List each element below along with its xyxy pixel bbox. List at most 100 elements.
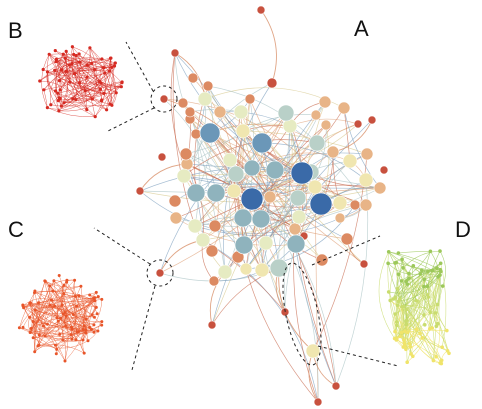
panel-c-node: [96, 329, 100, 333]
panel-d-edge: [403, 263, 441, 307]
panel-c-node: [92, 297, 96, 300]
panel-a-edge: [183, 175, 245, 246]
panel-a-edge: [163, 98, 341, 204]
panel-b-edge: [101, 58, 116, 106]
panel-d-edge: [427, 285, 437, 314]
panel-c-node: [53, 304, 56, 308]
panel-a-node: [313, 397, 323, 407]
panel-b-edge: [78, 47, 91, 83]
panel-b-node: [74, 53, 78, 58]
panel-b-node: [60, 68, 64, 72]
panel-b-node: [114, 91, 118, 95]
callout-circle-c: [146, 259, 174, 287]
panel-d-node: [399, 279, 404, 283]
panel-c-edge: [53, 280, 78, 333]
panel-c-node: [57, 274, 61, 277]
panel-b-node: [90, 61, 94, 65]
panel-d-node: [386, 290, 391, 294]
panel-d-edge: [393, 259, 403, 300]
panel-b-edge: [43, 89, 48, 108]
panel-d-edge: [403, 269, 441, 307]
panel-a-node: [186, 183, 206, 203]
panel-a-edge: [183, 175, 381, 189]
panel-a-edge: [159, 159, 231, 274]
panel-d-node: [422, 284, 426, 289]
panel-c-edge: [19, 327, 87, 335]
panel-a-node: [315, 253, 329, 267]
panel-a-node: [265, 160, 285, 180]
panel-a-edge: [183, 139, 318, 177]
panel-c-node: [100, 323, 104, 327]
panel-a-edge: [332, 119, 373, 153]
panel-c-node: [61, 338, 65, 342]
panel-c-node: [48, 284, 52, 288]
panel-b-edge: [57, 81, 100, 94]
panel-c-edge: [37, 325, 85, 347]
panel-c-edge: [19, 295, 76, 328]
panel-b-edge: [47, 69, 95, 73]
panel-a-node: [239, 262, 253, 276]
panel-d-edge: [388, 276, 439, 294]
panel-a-node: [359, 198, 373, 212]
panel-c-node: [84, 331, 88, 335]
panel-c-edge: [30, 302, 56, 346]
panel-b-node: [70, 45, 74, 49]
panel-b-edge: [49, 64, 70, 105]
panel-a-edge: [233, 111, 243, 192]
panel-a-node: [334, 212, 346, 224]
panel-d-node: [433, 311, 438, 315]
panel-c-edge: [32, 304, 63, 322]
panel-b-edge: [69, 65, 115, 85]
panel-c-node: [71, 313, 75, 317]
panel-c-node: [69, 333, 73, 337]
panel-b-node: [47, 52, 51, 56]
panel-b-edge: [49, 53, 123, 83]
panel-c-node: [70, 327, 74, 331]
panel-d-edge: [401, 259, 415, 363]
panel-d-node: [402, 338, 406, 342]
panel-d-node: [422, 277, 427, 282]
panel-c-node: [58, 332, 62, 336]
panel-c-edge: [74, 280, 93, 316]
panel-c-edge: [38, 302, 58, 318]
panel-d-node: [395, 323, 399, 328]
panel-b-node: [72, 52, 76, 57]
panel-a-node: [217, 264, 233, 280]
panel-c-node: [94, 290, 98, 294]
panel-d-edge: [401, 270, 423, 333]
panel-c-edge: [78, 295, 98, 314]
panel-b-edge: [55, 54, 64, 91]
panel-a-node: [176, 168, 192, 184]
panel-c-node: [45, 322, 49, 326]
panel-c-node: [21, 304, 25, 308]
panel-b-edge: [47, 99, 76, 110]
panel-b-node: [110, 65, 114, 69]
panel-a-edge: [202, 239, 319, 403]
panel-c-edge: [61, 298, 94, 306]
panel-c-edge: [73, 314, 102, 323]
panel-a-node: [309, 192, 333, 216]
panel-c-node: [65, 278, 69, 282]
panel-c-node: [54, 352, 58, 356]
panel-c-edge: [74, 286, 89, 341]
panel-d-edge: [387, 263, 421, 275]
panel-c-node: [33, 350, 37, 354]
panel-c-node: [82, 324, 86, 328]
panel-a-node: [331, 381, 341, 391]
panel-a-edge: [195, 186, 299, 199]
panel-c-node: [79, 284, 83, 288]
panel-b-edge: [74, 62, 116, 74]
panel-d-edge: [401, 251, 431, 282]
panel-d-edge: [438, 286, 450, 354]
panel-d-node: [400, 257, 404, 262]
callout-ellipse-d: [282, 262, 322, 366]
panel-a-node: [337, 101, 351, 115]
panel-b-node: [83, 89, 87, 93]
panel-c-edge: [55, 339, 63, 354]
panel-a-edge: [260, 9, 277, 84]
panel-b-edge: [57, 93, 96, 117]
panel-c-node: [37, 301, 40, 305]
panel-c-node: [86, 339, 90, 343]
panel-b-node: [100, 57, 104, 61]
